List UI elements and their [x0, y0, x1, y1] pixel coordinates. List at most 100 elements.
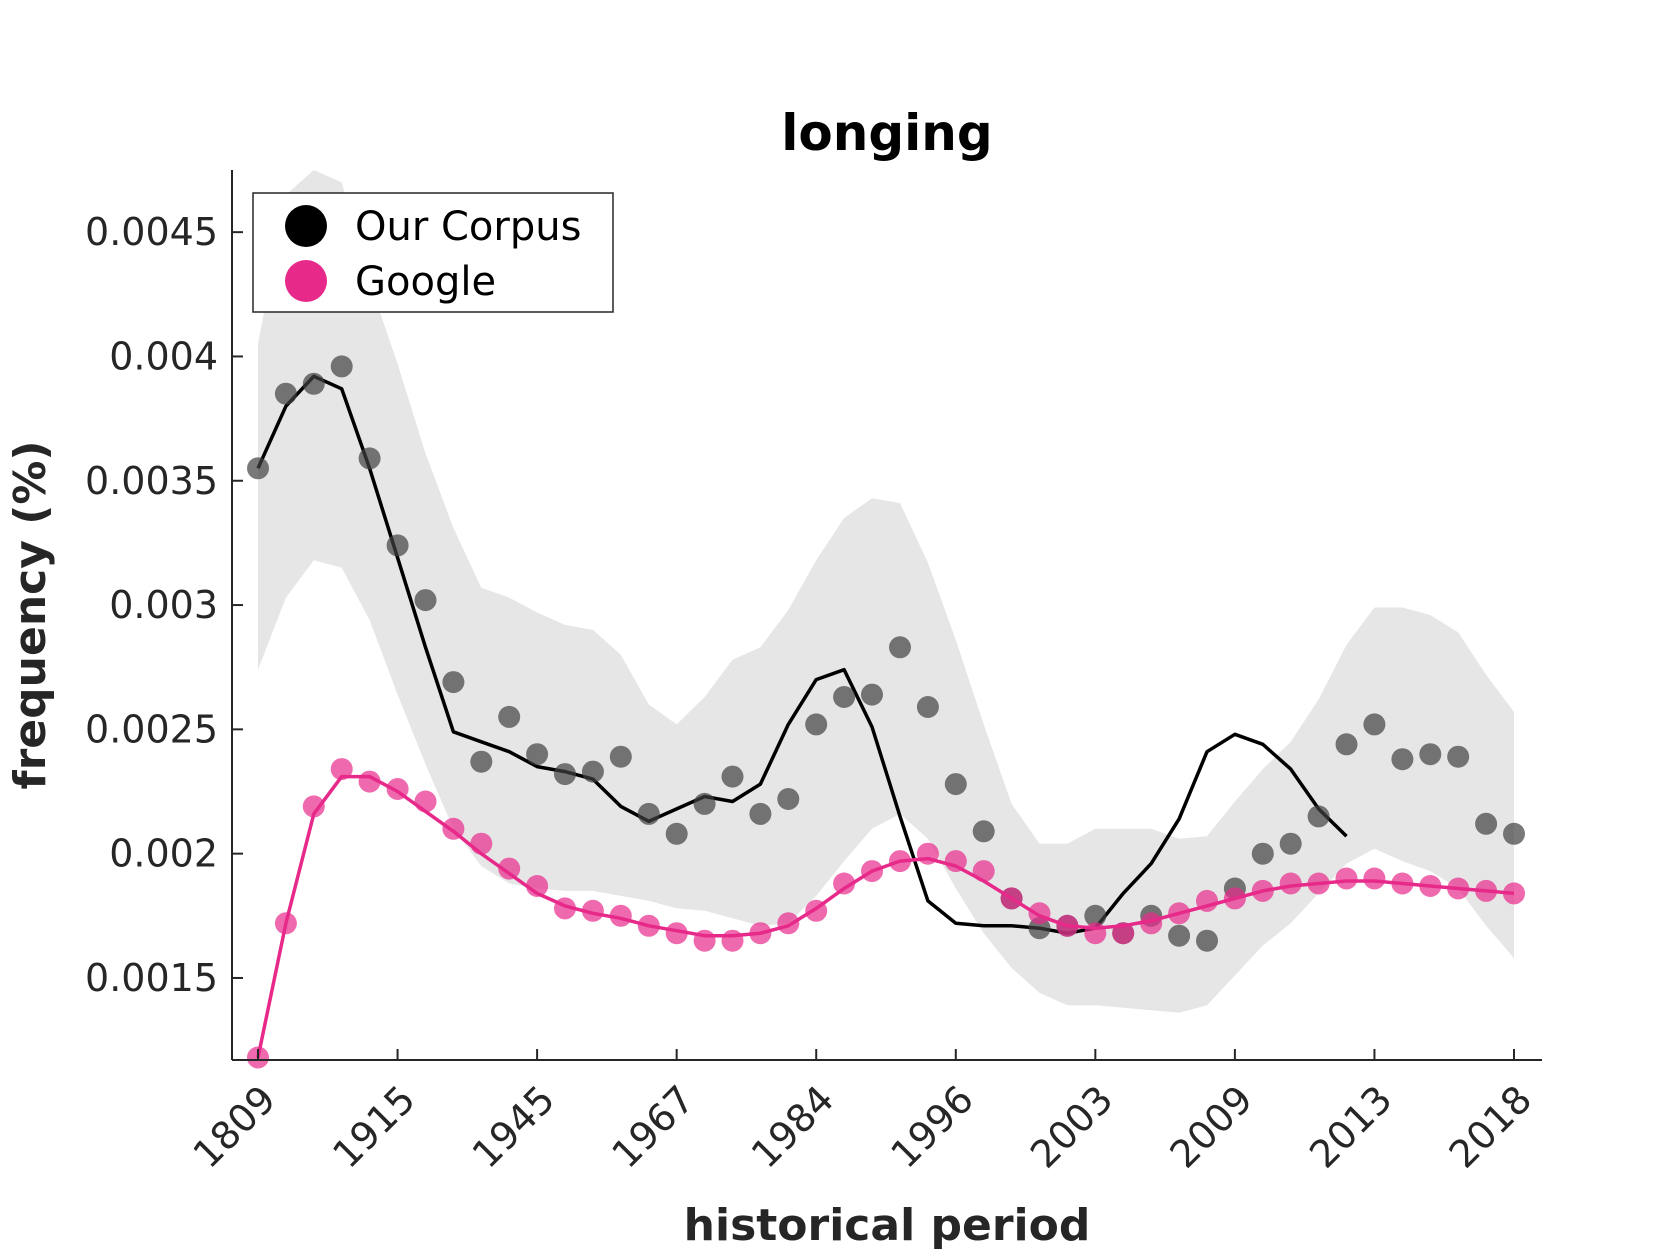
y-tick-label: 0.0025	[85, 707, 218, 751]
our-corpus-point	[1307, 805, 1330, 828]
our-corpus-point	[1363, 713, 1386, 736]
our-corpus-point	[247, 457, 269, 480]
our-corpus-point	[1251, 842, 1274, 865]
legend: Our Corpus Google	[252, 192, 614, 313]
our-corpus-point	[916, 696, 939, 718]
our-corpus-point	[1168, 924, 1191, 947]
google-point	[1140, 912, 1163, 935]
our-corpus-point	[749, 802, 772, 825]
our-corpus-confidence-band	[258, 170, 1514, 1013]
google-point	[1279, 872, 1302, 895]
google-point	[1391, 872, 1414, 895]
google-point	[1196, 889, 1218, 912]
confidence-band-layer	[258, 170, 1514, 1013]
series-google	[247, 758, 1525, 1069]
our-corpus-point	[609, 745, 632, 768]
x-tick-label: 2003	[1022, 1077, 1122, 1177]
our-corpus-point	[386, 534, 409, 557]
google-point	[1503, 882, 1525, 905]
our-corpus-point	[1084, 904, 1107, 927]
x-tick-label: 1996	[882, 1077, 982, 1177]
chart-title: longing	[781, 104, 992, 162]
our-corpus-point	[1475, 812, 1498, 835]
our-corpus-point	[777, 788, 800, 810]
y-tick-label: 0.004	[109, 334, 218, 378]
x-tick-label: 2018	[1441, 1077, 1541, 1177]
y-tick-label: 0.0035	[85, 459, 218, 503]
google-point	[1335, 867, 1358, 890]
google-point	[1363, 867, 1386, 890]
legend-marker-google	[285, 260, 327, 302]
y-axis-label: frequency (%)	[5, 440, 56, 789]
google-point	[386, 778, 409, 800]
y-tick-label: 0.003	[109, 583, 218, 627]
google-point	[609, 904, 632, 927]
google-point	[1112, 922, 1135, 945]
google-point	[1000, 887, 1023, 910]
our-corpus-point	[330, 355, 353, 378]
our-corpus-point	[1503, 822, 1525, 845]
our-corpus-point	[1391, 748, 1414, 771]
google-point	[414, 790, 437, 813]
our-corpus-point	[944, 773, 967, 796]
google-point	[665, 922, 688, 945]
google-point	[889, 850, 911, 873]
x-tick-label: 1915	[324, 1077, 424, 1177]
x-tick-label: 2013	[1301, 1077, 1401, 1177]
our-corpus-point	[665, 822, 688, 845]
x-tick-label: 1945	[464, 1077, 564, 1177]
our-corpus-point	[1196, 929, 1218, 952]
google-point	[1223, 887, 1246, 910]
google-point	[330, 758, 353, 781]
our-corpus-point	[554, 763, 576, 786]
google-point	[1475, 879, 1498, 902]
our-corpus-point	[414, 589, 437, 612]
our-corpus-point	[302, 372, 325, 395]
google-point	[916, 842, 939, 865]
google-point	[972, 860, 995, 883]
legend-marker-our-corpus	[285, 205, 327, 247]
google-point	[274, 912, 297, 935]
y-axis-ticks: 0.0015 0.002 0.0025 0.003 0.0035 0.004 0.0045	[85, 210, 243, 1000]
series-layer	[247, 355, 1525, 1069]
our-corpus-point	[1447, 745, 1470, 768]
our-corpus-point	[526, 743, 549, 766]
google-point	[637, 914, 660, 937]
x-tick-label: 1984	[743, 1077, 843, 1177]
x-tick-label: 1967	[603, 1077, 703, 1177]
google-point	[861, 860, 883, 883]
our-corpus-point	[1419, 743, 1442, 766]
x-tick-label: 2009	[1162, 1077, 1262, 1177]
our-corpus-trend-line	[256, 374, 1348, 935]
our-corpus-point	[861, 683, 883, 706]
google-point	[1419, 875, 1442, 897]
google-point	[805, 899, 828, 922]
y-tick-label: 0.0045	[85, 210, 218, 254]
our-corpus-point	[721, 765, 744, 788]
x-axis-label: historical period	[684, 1200, 1091, 1251]
our-corpus-point	[358, 447, 381, 470]
google-trend-line	[256, 774, 1515, 1058]
our-corpus-point	[581, 760, 604, 783]
google-point	[302, 795, 325, 818]
google-point	[721, 929, 744, 952]
google-point	[1307, 872, 1330, 895]
x-tick-label: 1809	[185, 1077, 285, 1177]
our-corpus-point	[470, 750, 493, 773]
google-point	[1028, 902, 1051, 925]
our-corpus-point	[1279, 832, 1302, 855]
google-point	[554, 897, 576, 920]
google-point	[749, 922, 772, 945]
google-point	[498, 857, 521, 880]
google-point	[442, 817, 465, 840]
google-point	[526, 875, 549, 897]
google-point	[1056, 914, 1079, 937]
y-tick-label: 0.002	[109, 832, 218, 876]
legend-label-our-corpus: Our Corpus	[355, 204, 581, 250]
x-axis-ticks: 1809 1915 1945 1967 1984 1996 2003 2009 2013 2018	[185, 1049, 1541, 1177]
our-corpus-point	[805, 713, 828, 736]
google-point	[581, 899, 604, 922]
our-corpus-point	[442, 671, 465, 694]
legend-label-google: Google	[355, 259, 496, 305]
google-point	[470, 832, 493, 855]
